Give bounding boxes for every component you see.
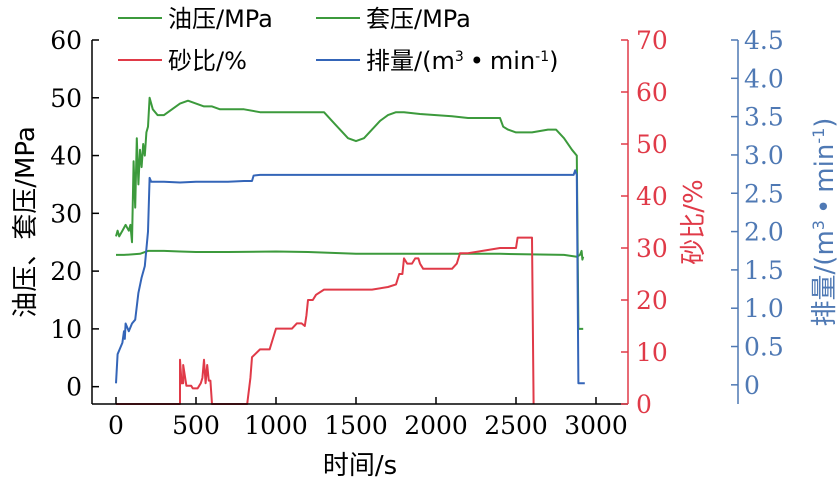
sand-tick-label: 70 [636,26,668,55]
sand-ratio-line [116,236,535,405]
sand-tick-label: 50 [636,130,668,159]
left-axis-title: 油压、套压/MPa [11,126,41,318]
x-tick-label: 2500 [484,411,548,440]
legend-label-tubing: 油压/MPa [168,5,273,33]
axes [91,40,739,405]
legend-label-rate: 排量/(m3 • min-1) [366,47,559,75]
tubing-pressure-line [115,96,584,330]
sand-ticks: 0 10 20 30 40 50 60 70 [621,26,668,419]
x-tick-label: 2000 [404,411,468,440]
rate-tick-label: 1.0 [744,294,784,323]
sand-tick-label: 20 [636,286,668,315]
left-tick-label: 20 [50,257,82,286]
x-tick-label: 500 [172,411,220,440]
left-tick-label: 60 [50,26,82,55]
left-tick-label: 40 [50,142,82,171]
legend: 油压/MPa 套压/MPa 砂比/% 排量/(m3 • min-1) [118,5,559,75]
casing-pressure-line [116,249,585,261]
x-tick-label: 0 [108,411,124,440]
left-tick-label: 50 [50,84,82,113]
x-axis-title: 时间/s [323,451,397,481]
sand-tick-label: 60 [636,78,668,107]
x-ticks: 0 500 1000 1500 2000 2500 3000 [108,397,628,440]
left-tick-label: 30 [50,199,82,228]
rate-axis-title: 排量/(m3•min-1) [809,118,840,327]
sand-tick-label: 30 [636,234,668,263]
plot-lines [115,96,585,405]
legend-label-sand: 砂比/% [168,47,247,75]
left-tick-label: 10 [50,315,82,344]
rate-tick-label: 3.0 [744,141,784,170]
rate-tick-label: 0 [744,371,760,400]
left-tick-label: 0 [66,373,82,402]
x-tick-label: 1000 [244,411,308,440]
rate-tick-label: 2.5 [744,179,784,208]
rate-tick-label: 0.5 [744,333,784,362]
rate-tick-label: 4.0 [744,64,784,93]
x-tick-label: 1500 [324,411,388,440]
rate-tick-label: 4.5 [744,26,784,55]
sand-tick-label: 40 [636,182,668,211]
sand-tick-label: 10 [636,338,668,367]
legend-label-casing: 套压/MPa [366,5,471,33]
left-ticks: 0 10 20 30 40 50 60 [50,26,99,402]
x-tick-label: 3000 [564,411,628,440]
rate-ticks: 0 0.5 1.0 1.5 2.0 2.5 3.0 3.5 4.0 4.5 [731,26,784,400]
rate-tick-label: 3.5 [744,103,784,132]
sand-tick-label: 0 [636,390,652,419]
rate-tick-label: 2.0 [744,218,784,247]
sand-axis-title: 砂比/% [679,179,709,264]
pump-rate-line [115,169,585,385]
rate-tick-label: 1.5 [744,256,784,285]
